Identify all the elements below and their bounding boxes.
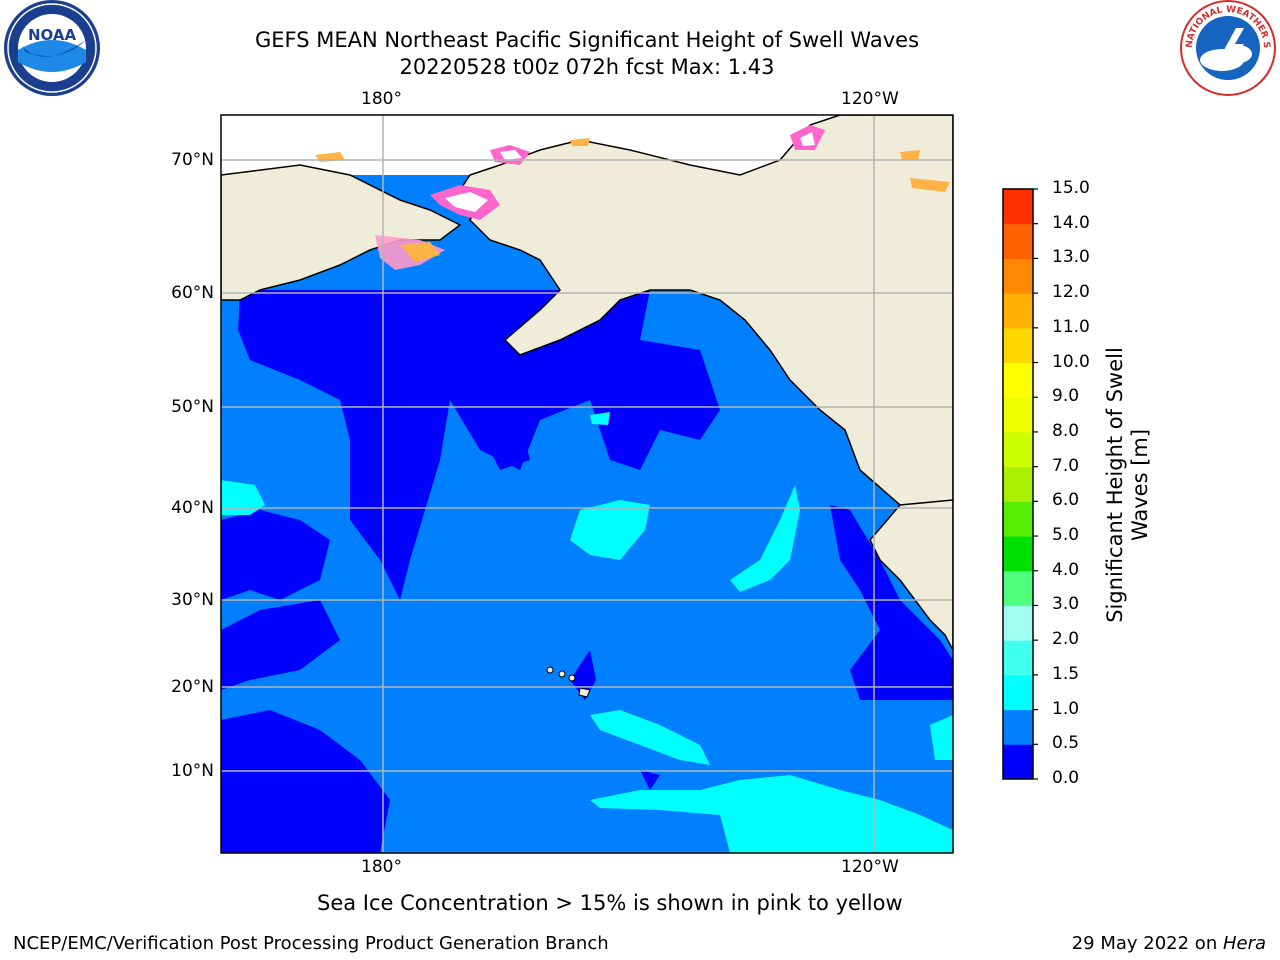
colorbar-segment-5 <box>1003 570 1033 606</box>
colorbar-segment-16 <box>1003 189 1033 225</box>
colorbar-tick-label: 10.0 <box>1052 351 1090 372</box>
colorbar-tick-label: 5.0 <box>1052 525 1080 546</box>
swell-band-lowest <box>221 290 953 853</box>
lon-label-top-180: 180° <box>361 89 402 109</box>
colorbar-tick-label: 13.0 <box>1052 247 1090 268</box>
colorbar-tick-label: 9.0 <box>1052 386 1080 407</box>
lon-label-bottom-120w: 120°W <box>841 857 899 877</box>
colorbar-title-line1: Significant Height of Swell <box>1103 347 1127 623</box>
chart-title: GEFS MEAN Northeast Pacific Significant … <box>254 28 920 52</box>
lat-label-70n: 70°N <box>171 150 214 170</box>
lat-label-30n: 30°N <box>171 590 214 610</box>
colorbar-segment-13 <box>1003 293 1033 329</box>
colorbar-segment-1 <box>1003 709 1033 745</box>
colorbar-segment-2 <box>1003 674 1033 711</box>
sea-ice-overlay <box>315 125 950 270</box>
nws-logo-icon: NATIONAL WEATHER SERVICE <box>0 0 1276 96</box>
colorbar-title: Significant Height of Swell Waves [m] <box>1103 347 1153 623</box>
land-hawaii <box>546 666 591 698</box>
swell-band-mid <box>221 412 953 853</box>
colorbar-segment-6 <box>1003 536 1033 572</box>
colorbar-segment-9 <box>1003 431 1033 468</box>
svg-text:NATIONAL WEATHER SERVICE: NATIONAL WEATHER SERVICE <box>0 0 1271 49</box>
colorbar-segment-15 <box>1003 223 1033 259</box>
colorbar-segment-7 <box>1003 501 1033 537</box>
colorbar-tick-label: 0.5 <box>1052 733 1080 754</box>
colorbar-tick-label: 0.0 <box>1052 768 1080 788</box>
colorbar-segment-8 <box>1003 466 1033 502</box>
land-north-america <box>458 115 953 521</box>
lon-label-bottom-180: 180° <box>361 857 402 877</box>
colorbar-tick-label: 1.5 <box>1052 663 1080 684</box>
colorbar-segment-11 <box>1003 362 1033 398</box>
sea-ice-footnote: Sea Ice Concentration > 15% is shown in … <box>317 891 903 915</box>
land-baja <box>869 499 953 651</box>
colorbar-tick-label: 6.0 <box>1052 490 1080 511</box>
colorbar-tick-label: 3.0 <box>1052 594 1080 615</box>
colorbar-tick-label: 1.0 <box>1052 698 1080 719</box>
colorbar-segment-14 <box>1003 258 1033 294</box>
map-gridlines <box>221 115 953 853</box>
lat-label-60n: 60°N <box>171 283 214 303</box>
colorbar-segment-4 <box>1003 605 1033 641</box>
colorbar <box>1003 188 1038 780</box>
footer-branch: NCEP/EMC/Verification Post Processing Pr… <box>13 933 609 954</box>
colorbar-tick-label: 8.0 <box>1052 420 1080 441</box>
colorbar-tick-label: 7.0 <box>1052 455 1080 476</box>
colorbar-tick-label: 2.0 <box>1052 629 1080 650</box>
colorbar-segment-3 <box>1003 640 1033 676</box>
colorbar-segment-12 <box>1003 327 1033 364</box>
chart-subtitle: 20220528 t00z 072h fcst Max: 1.43 <box>399 55 775 79</box>
lat-label-50n: 50°N <box>171 397 214 417</box>
colorbar-tick-label: 11.0 <box>1052 316 1090 337</box>
colorbar-tick-label: 4.0 <box>1052 559 1080 580</box>
footer-host: Hera <box>1222 933 1266 954</box>
noaa-logo-text: NOAA <box>28 26 77 44</box>
lat-label-20n: 20°N <box>171 677 214 697</box>
colorbar-frame <box>1002 188 1034 780</box>
map-frame <box>220 114 954 854</box>
lat-label-10n: 10°N <box>171 761 214 781</box>
lon-label-top-120w: 120°W <box>841 89 899 109</box>
noaa-logo-icon: NOAA <box>4 0 100 96</box>
colorbar-tick-label: 12.0 <box>1052 282 1090 303</box>
colorbar-title-line2: Waves [m] <box>1128 428 1152 542</box>
footer-date-text: 29 May 2022 on <box>1071 933 1223 954</box>
nws-logo-text: NATIONAL WEATHER SERVICE <box>0 0 1271 49</box>
colorbar-segment-10 <box>1003 397 1033 433</box>
colorbar-tick-label: 14.0 <box>1052 212 1090 233</box>
colorbar-segment-0 <box>1003 744 1033 780</box>
footer-date: 29 May 2022 on Hera <box>1072 933 1266 954</box>
lat-label-40n: 40°N <box>171 498 214 518</box>
colorbar-tick-label: 15.0 <box>1052 178 1090 198</box>
